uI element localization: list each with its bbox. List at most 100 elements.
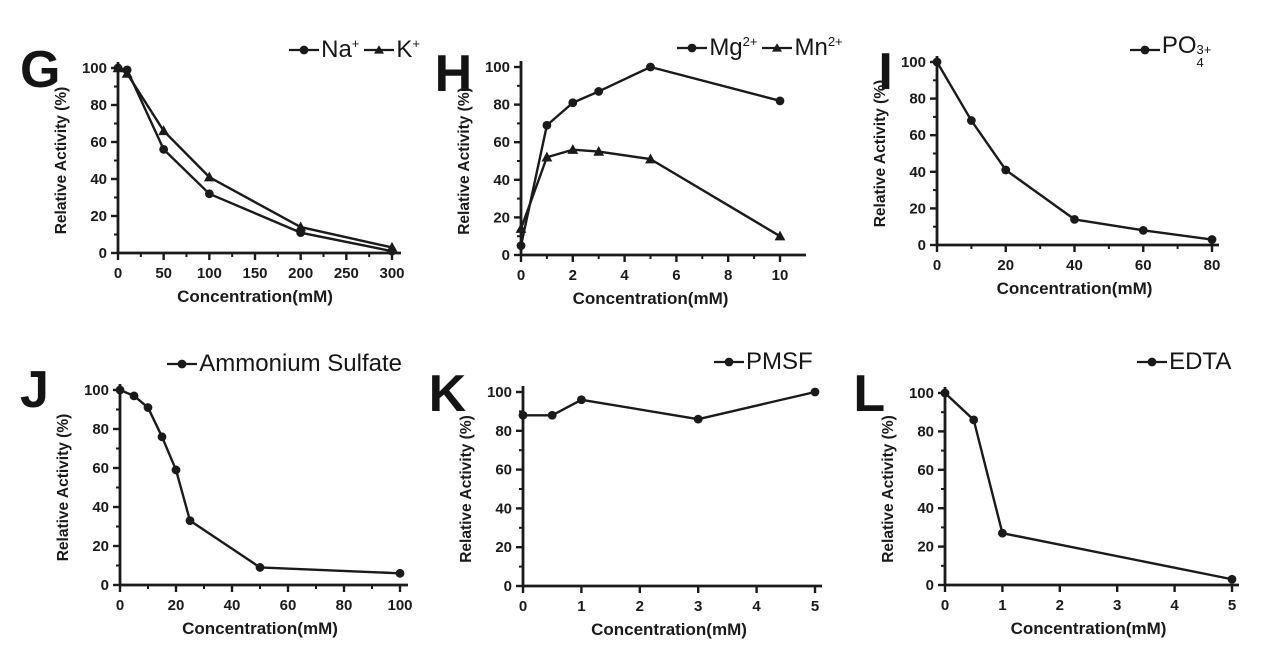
y-tick-label: 40	[918, 500, 935, 517]
axes: 0 20 40 60 80 0 20 40 60 80 100	[901, 54, 1220, 274]
data-point	[567, 144, 578, 154]
y-tick-label: 100	[901, 54, 926, 71]
y-tick-label: 20	[90, 208, 107, 225]
series-line	[116, 66, 394, 249]
data-point	[693, 414, 703, 424]
x-tick-label: 0	[116, 597, 124, 614]
x-tick-label: 0	[114, 265, 122, 282]
line-chart-l: 0 1 2 3 4 5 0 20 40 60 80 100 Concentration(mM) Relat…	[880, 385, 1240, 638]
axes: 0 1 2 3 4 5 0 20 40 60 80 100	[487, 384, 822, 615]
x-tick-label: 4	[1171, 597, 1180, 614]
data-point	[542, 120, 551, 130]
data-point	[576, 395, 586, 405]
legend-label: Na+	[321, 36, 360, 63]
series-mn2-	[515, 144, 786, 241]
x-axis-title: Concentration(mM)	[177, 287, 333, 306]
series-line	[116, 66, 394, 253]
line-chart-g: 0 50 100 150 200 250 300 0 20 40 60 80 100 Concentrat…	[53, 60, 405, 306]
panel-k: K PMSF 0 1 2 3 4 5 0 20 40 60 80 100 Concentration(m…	[427, 328, 853, 656]
x-tick-label: 0	[516, 267, 524, 284]
circle-marker-icon	[1137, 357, 1168, 367]
x-tick-label: 20	[168, 597, 185, 614]
y-axis-title: Relative Activity (%)	[458, 415, 475, 563]
panel-letter-k: K	[428, 365, 467, 423]
legend-marker-glyph	[299, 45, 309, 55]
circle-marker-icon	[1129, 45, 1160, 55]
x-tick-label: 250	[334, 265, 359, 282]
data-point	[932, 57, 942, 67]
circle-marker-icon	[167, 359, 198, 369]
data-point	[775, 96, 785, 106]
data-point	[159, 145, 169, 154]
x-axis-title: Concentration(mM)	[1011, 619, 1167, 638]
legend-item-mg2-: Mg2+	[677, 34, 757, 62]
data-point	[592, 146, 604, 156]
legend-label: Mn2+	[794, 34, 843, 61]
data-point	[129, 391, 139, 401]
panel-i: I PO 3+ 4 0 20 40 60 80 0 20 40 60 80 100 Concentrati…	[853, 0, 1279, 328]
data-point	[810, 387, 820, 397]
series-mg2-	[516, 62, 785, 251]
data-point	[115, 385, 125, 395]
data-point	[568, 98, 577, 108]
x-tick-label: 80	[1204, 257, 1221, 274]
legend-label: PO 3+ 4	[1161, 32, 1212, 70]
y-tick-label: 100	[487, 384, 512, 401]
series-line	[944, 391, 1234, 581]
x-tick-label: 1	[577, 598, 585, 615]
series-pmsf	[518, 387, 820, 424]
legend-g: Na+ K+	[289, 36, 420, 64]
series-k-	[112, 62, 398, 252]
x-tick-label: 60	[1135, 257, 1152, 274]
circle-marker-icon	[289, 45, 320, 55]
data-point	[515, 223, 527, 233]
axes: 0 1 2 3 4 5 0 20 40 60 80 100	[909, 385, 1240, 614]
x-tick-label: 3	[1113, 597, 1121, 614]
legend-l: EDTA	[1137, 348, 1231, 376]
data-point	[774, 230, 786, 241]
y-tick-label: 0	[99, 245, 107, 262]
x-tick-label: 2	[568, 267, 576, 284]
x-tick-label: 8	[724, 267, 732, 284]
circle-marker-icon	[677, 43, 708, 53]
axes: 0 50 100 150 200 250 300 0 20 40 60 80 100	[82, 60, 405, 282]
data-point	[1207, 235, 1217, 244]
legend-label: PMSF	[745, 348, 813, 375]
data-point	[143, 403, 153, 412]
legend-i: PO 3+ 4	[1129, 32, 1212, 70]
legend-item-pmsf: PMSF	[713, 348, 813, 376]
x-axis-title: Concentration(mM)	[182, 619, 338, 638]
data-point	[171, 465, 181, 475]
y-tick-label: 0	[501, 247, 509, 264]
legend-label: Mg2+	[709, 34, 758, 61]
y-tick-label: 100	[82, 60, 107, 77]
data-point	[203, 171, 215, 182]
panel-letter-l: L	[853, 365, 885, 423]
y-tick-label: 20	[495, 539, 512, 556]
legend-marker-glyph	[374, 45, 385, 54]
y-tick-label: 100	[84, 382, 109, 399]
y-tick-label: 20	[910, 200, 927, 217]
axes: 0 20 40 60 80 100 0 20 40 60 80 100	[84, 382, 413, 614]
x-tick-label: 0	[933, 257, 941, 274]
legend-label: EDTA	[1169, 348, 1232, 375]
y-tick-label: 0	[101, 577, 109, 594]
y-axis-title: Relative Activity (%)	[53, 87, 70, 235]
line-chart-j: 0 20 40 60 80 100 0 20 40 60 80 100 Concentration(mM…	[55, 382, 413, 638]
y-tick-label: 60	[918, 462, 935, 479]
data-point	[185, 516, 195, 526]
y-tick-label: 60	[493, 134, 510, 151]
y-axis-title: Relative Activity (%)	[55, 414, 72, 562]
x-tick-label: 20	[998, 257, 1015, 274]
data-point	[547, 410, 557, 420]
data-point	[255, 563, 265, 572]
x-tick-label: 4	[620, 267, 629, 284]
series-edta	[940, 388, 1237, 584]
data-point	[112, 62, 124, 73]
y-tick-label: 40	[92, 499, 109, 516]
data-point	[644, 153, 656, 164]
x-tick-label: 2	[1056, 597, 1064, 614]
y-tick-label: 80	[90, 97, 107, 114]
data-point	[940, 388, 950, 398]
